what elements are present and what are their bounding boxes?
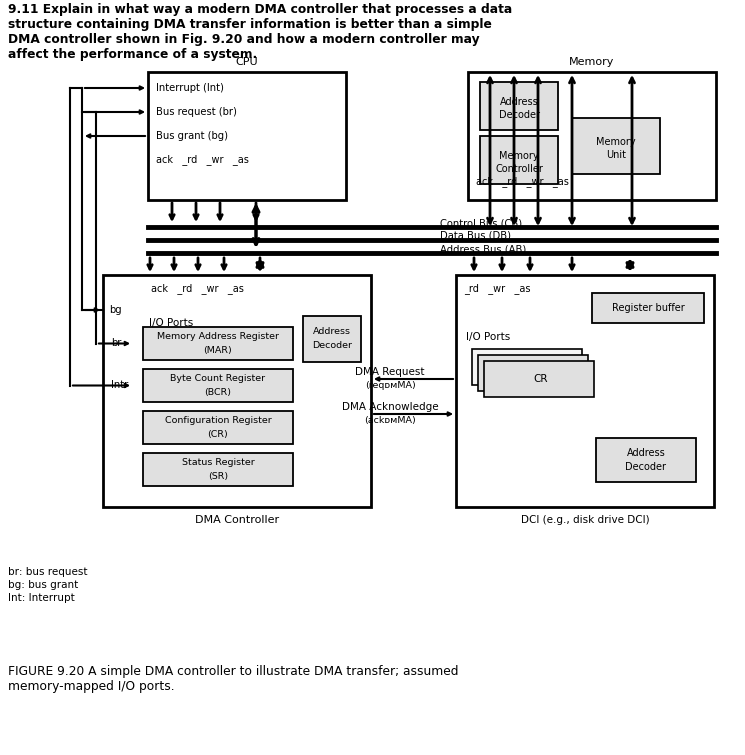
Text: (BCR): (BCR): [204, 388, 232, 397]
Text: Memory: Memory: [596, 137, 635, 147]
Text: I/O Ports: I/O Ports: [149, 318, 193, 328]
Text: Decoder: Decoder: [312, 341, 352, 350]
Bar: [472, 349, 582, 385]
Text: Control Bus (CB): Control Bus (CB): [440, 218, 522, 228]
Text: Address Bus (AB): Address Bus (AB): [440, 244, 526, 254]
Text: Memory: Memory: [569, 57, 615, 67]
Text: Int: Interrupt: Int: Interrupt: [8, 593, 74, 603]
Text: CPU: CPU: [235, 57, 259, 67]
Text: _rd   _wr   _as: _rd _wr _as: [464, 284, 530, 294]
Text: Memory: Memory: [499, 151, 539, 161]
Text: Address: Address: [627, 448, 665, 458]
Bar: [484, 361, 594, 397]
Bar: [478, 355, 588, 391]
Text: (SR): (SR): [208, 472, 228, 481]
Bar: [303, 316, 361, 362]
Text: Address: Address: [500, 97, 539, 107]
Text: (reqᴅᴍMA): (reqᴅᴍMA): [364, 381, 416, 390]
Text: (ackᴅᴍMA): (ackᴅᴍMA): [364, 415, 416, 424]
Bar: [480, 82, 558, 130]
Text: (MAR): (MAR): [203, 346, 232, 355]
Bar: [143, 369, 293, 402]
Text: bg: bus grant: bg: bus grant: [8, 580, 78, 590]
Text: br: bus request: br: bus request: [8, 567, 87, 577]
Text: (CR): (CR): [208, 430, 229, 439]
Text: Interrupt (Int): Interrupt (Int): [156, 83, 224, 93]
Bar: [103, 275, 371, 507]
Bar: [592, 293, 704, 323]
Bar: [456, 275, 714, 507]
Bar: [480, 136, 558, 184]
Text: br: br: [111, 338, 121, 349]
Text: Bus grant (bg): Bus grant (bg): [156, 131, 228, 141]
Bar: [596, 438, 696, 482]
Text: CR: CR: [533, 374, 548, 384]
Bar: [143, 327, 293, 360]
Text: Memory Address Register: Memory Address Register: [157, 332, 279, 341]
Text: Decoder: Decoder: [498, 110, 539, 120]
Text: DMA Request: DMA Request: [355, 367, 425, 377]
Bar: [143, 411, 293, 444]
Text: I/O Ports: I/O Ports: [466, 332, 510, 342]
Text: Decoder: Decoder: [626, 462, 667, 472]
Text: Bus request (br): Bus request (br): [156, 107, 237, 117]
Text: Data Bus (DB): Data Bus (DB): [440, 231, 511, 241]
Text: Configuration Register: Configuration Register: [165, 416, 271, 425]
Bar: [148, 72, 346, 200]
Text: Register buffer: Register buffer: [612, 303, 685, 313]
Text: DMA Acknowledge: DMA Acknowledge: [342, 402, 438, 412]
Text: ack   _rd   _wr   _as: ack _rd _wr _as: [476, 177, 569, 187]
Text: Unit: Unit: [606, 150, 626, 160]
Text: DCI (e.g., disk drive DCI): DCI (e.g., disk drive DCI): [521, 515, 650, 525]
Text: DMA Controller: DMA Controller: [195, 515, 279, 525]
Text: ack   _rd   _wr   _as: ack _rd _wr _as: [151, 284, 244, 294]
Text: ack   _rd   _wr   _as: ack _rd _wr _as: [156, 155, 249, 165]
Bar: [468, 72, 716, 200]
Text: Byte Count Register: Byte Count Register: [171, 374, 265, 383]
Bar: [572, 118, 660, 174]
Text: FIGURE 9.20 A simple DMA controller to illustrate DMA transfer; assumed
memory-m: FIGURE 9.20 A simple DMA controller to i…: [8, 665, 458, 693]
Text: 9.11 Explain in what way a modern DMA controller that processes a data
structure: 9.11 Explain in what way a modern DMA co…: [8, 3, 513, 61]
Text: Controller: Controller: [495, 164, 543, 174]
Bar: [143, 453, 293, 486]
Text: Status Register: Status Register: [182, 458, 254, 467]
Text: bg: bg: [109, 305, 121, 315]
Text: Intr: Intr: [111, 381, 128, 390]
Text: Address: Address: [313, 328, 351, 337]
